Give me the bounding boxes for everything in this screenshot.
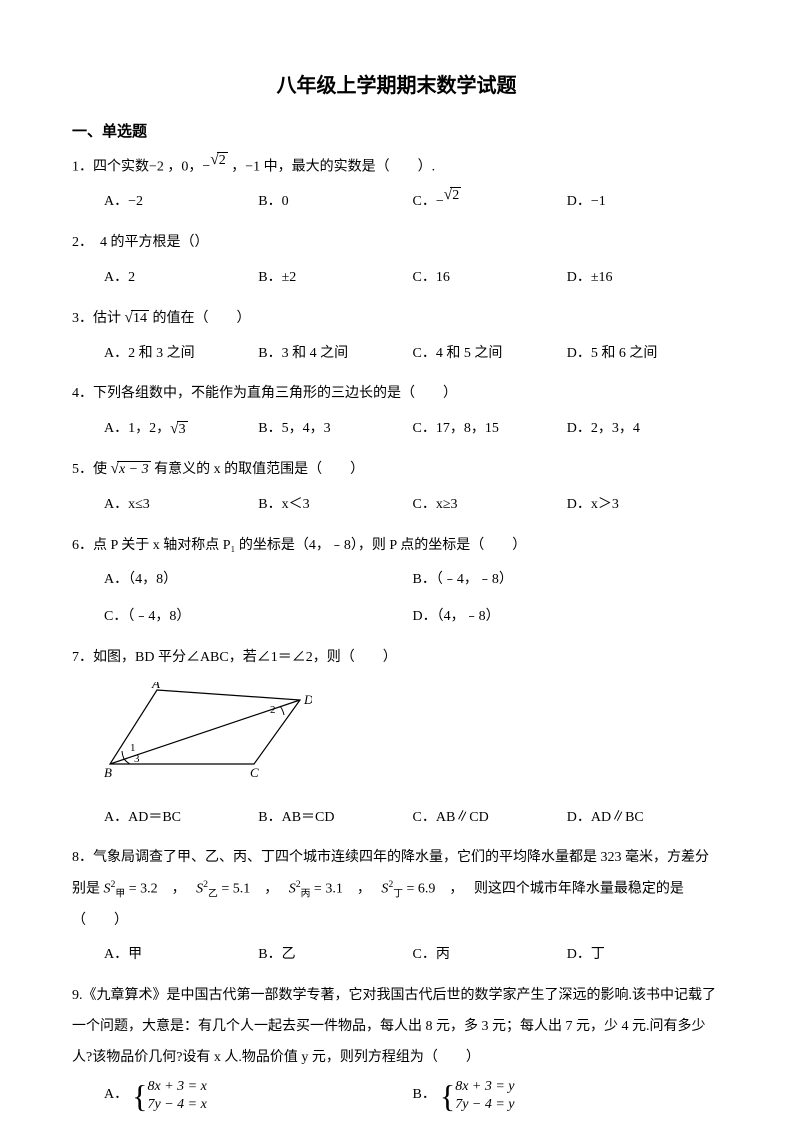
q3-options: A．2 和 3 之间 B．3 和 4 之间 C．4 和 5 之间 D．5 和 6… xyxy=(72,339,721,370)
svg-text:D: D xyxy=(303,692,312,707)
q9-options: A． { 8x + 3 = x 7y − 4 = x B． { 8x + 3 =… xyxy=(72,1078,721,1114)
question-1: 1．四个实数−2 ，0，−√2 ，−1 中，最大的实数是（ ）. A．−2 B．… xyxy=(72,152,721,218)
sqrt-x-3-icon: √x − 3 xyxy=(111,461,151,479)
question-6: 6．点 P 关于 x 轴对称点 P₁ 的坐标是（4，﹣8），则 P 点的坐标是（… xyxy=(72,531,721,633)
q7-optC: C．AB∥CD xyxy=(413,803,567,834)
q2-options: A．2 B．±2 C．16 D．±16 xyxy=(72,263,721,294)
question-7: 7．如图，BD 平分∠ABC，若∠1＝∠2，则（ ） A D B C 1 3 2… xyxy=(72,643,721,833)
sqrt14-icon: √14 xyxy=(125,310,149,328)
q9-optB: B． { 8x + 3 = y 7y − 4 = y xyxy=(413,1078,722,1114)
q6-text: 6．点 P 关于 x 轴对称点 P₁ 的坐标是（4，﹣8），则 P 点的坐标是（… xyxy=(72,531,721,562)
q4-optC: C．17，8，15 xyxy=(413,414,567,445)
q6-optD: D．（4，﹣8） xyxy=(413,602,722,633)
svg-text:3: 3 xyxy=(134,753,140,765)
question-9: 9.《九章算术》是中国古代第一部数学专著，它对我国古代后世的数学家产生了深远的影… xyxy=(72,981,721,1114)
q7-text: 7．如图，BD 平分∠ABC，若∠1＝∠2，则（ ） xyxy=(72,643,721,674)
q2-optB: B．±2 xyxy=(258,263,412,294)
q9-text: 9.《九章算术》是中国古代第一部数学专著，它对我国古代后世的数学家产生了深远的影… xyxy=(72,981,721,1073)
q3-text: 3．估计 √14 的值在（ ） xyxy=(72,304,721,335)
page-title: 八年级上学期期末数学试题 xyxy=(72,70,721,102)
q1-optD: D．−1 xyxy=(567,187,721,218)
q6-optA: A．（4，8） xyxy=(104,565,413,596)
q1-text-mid: ，−1 中，最大的实数是（ ）. xyxy=(228,160,435,175)
q5-optC: C．x≥3 xyxy=(413,490,567,521)
question-2: 2． 4 的平方根是（） A．2 B．±2 C．16 D．±16 xyxy=(72,228,721,294)
q5-options: A．x≤3 B．x＜3 C．x≥3 D．x＞3 xyxy=(72,490,721,521)
question-8: 8．气象局调查了甲、乙、丙、丁四个城市连续四年的降水量，它们的平均降水量都是 3… xyxy=(72,843,721,971)
question-3: 3．估计 √14 的值在（ ） A．2 和 3 之间 B．3 和 4 之间 C．… xyxy=(72,304,721,370)
q2-optD: D．±16 xyxy=(567,263,721,294)
q7-options: A．AD＝BC B．AB＝CD C．AB∥CD D．AD∥BC xyxy=(72,803,721,834)
question-5: 5．使 √x − 3 有意义的 x 的取值范围是（ ） A．x≤3 B．x＜3 … xyxy=(72,455,721,521)
q8-optD: D．丁 xyxy=(567,940,721,971)
q4-text: 4．下列各组数中，不能作为直角三角形的三边长的是（ ） xyxy=(72,379,721,410)
q7-optD: D．AD∥BC xyxy=(567,803,721,834)
q7-diagram: A D B C 1 3 2 xyxy=(102,682,721,795)
svg-text:C: C xyxy=(250,765,259,780)
q3-optD: D．5 和 6 之间 xyxy=(567,339,721,370)
q6-options-row1: A．（4，8） B．（﹣4，﹣8） xyxy=(72,565,721,596)
equation-system-icon: { 8x + 3 = y 7y − 4 = y xyxy=(440,1078,515,1114)
q2-text: 2． 4 的平方根是（） xyxy=(72,228,721,259)
q7-optB: B．AB＝CD xyxy=(258,803,412,834)
q1-text-pre: 1．四个实数−2 ，0， xyxy=(72,160,202,175)
q1-text: 1．四个实数−2 ，0，−√2 ，−1 中，最大的实数是（ ）. xyxy=(72,152,721,183)
q4-optB: B．5，4，3 xyxy=(258,414,412,445)
q5-optB: B．x＜3 xyxy=(258,490,412,521)
sqrt3-icon: √3 xyxy=(170,421,187,439)
svg-text:A: A xyxy=(151,682,160,691)
svg-text:2: 2 xyxy=(270,704,276,716)
q9-optA: A． { 8x + 3 = x 7y − 4 = x xyxy=(104,1078,413,1114)
q8-optC: C．丙 xyxy=(413,940,567,971)
q4-optA: A．1，2，√3 xyxy=(104,414,258,445)
q8-optB: B．乙 xyxy=(258,940,412,971)
neg-sqrt2-icon: −√2 xyxy=(436,187,461,218)
q6-options-row2: C．（﹣4，8） D．（4，﹣8） xyxy=(72,602,721,633)
equation-system-icon: { 8x + 3 = x 7y − 4 = x xyxy=(132,1078,207,1114)
q8-options: A．甲 B．乙 C．丙 D．丁 xyxy=(72,940,721,971)
q7-optA: A．AD＝BC xyxy=(104,803,258,834)
q3-optB: B．3 和 4 之间 xyxy=(258,339,412,370)
svg-text:B: B xyxy=(104,765,112,780)
q8-optA: A．甲 xyxy=(104,940,258,971)
neg-sqrt2-icon: −√2 xyxy=(202,152,227,183)
q8-text: 8．气象局调查了甲、乙、丙、丁四个城市连续四年的降水量，它们的平均降水量都是 3… xyxy=(72,843,721,936)
q3-optA: A．2 和 3 之间 xyxy=(104,339,258,370)
question-4: 4．下列各组数中，不能作为直角三角形的三边长的是（ ） A．1，2，√3 B．5… xyxy=(72,379,721,445)
q5-text: 5．使 √x − 3 有意义的 x 的取值范围是（ ） xyxy=(72,455,721,486)
q4-optD: D．2，3，4 xyxy=(567,414,721,445)
q3-optC: C．4 和 5 之间 xyxy=(413,339,567,370)
q1-optA: A．−2 xyxy=(104,187,258,218)
q5-optA: A．x≤3 xyxy=(104,490,258,521)
q2-optA: A．2 xyxy=(104,263,258,294)
q6-optC: C．（﹣4，8） xyxy=(104,602,413,633)
q4-options: A．1，2，√3 B．5，4，3 C．17，8，15 D．2，3，4 xyxy=(72,414,721,445)
q2-optC: C．16 xyxy=(413,263,567,294)
q1-optB: B．0 xyxy=(258,187,412,218)
parallelogram-diagram-icon: A D B C 1 3 2 xyxy=(102,682,312,782)
q5-optD: D．x＞3 xyxy=(567,490,721,521)
q6-optB: B．（﹣4，﹣8） xyxy=(413,565,722,596)
section-1-header: 一、单选题 xyxy=(72,120,721,144)
q1-optC: C．−√2 xyxy=(413,187,567,218)
q1-options: A．−2 B．0 C．−√2 D．−1 xyxy=(72,187,721,218)
